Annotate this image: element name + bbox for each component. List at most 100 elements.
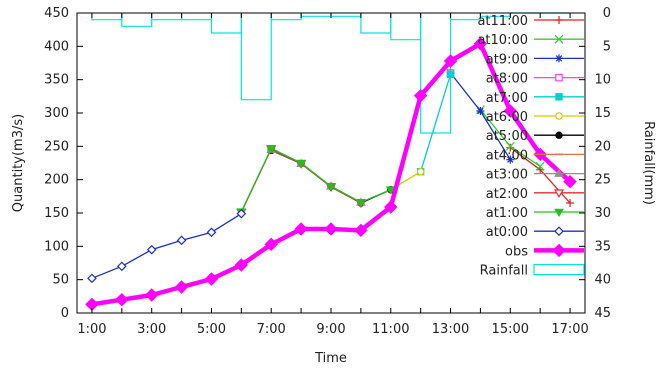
rainfall-bar xyxy=(240,13,272,101)
data-point xyxy=(506,155,515,164)
legend-label: at11:00 xyxy=(477,14,528,29)
y2-tick-label: 5 xyxy=(603,39,611,54)
series-line xyxy=(240,147,392,212)
y-tick-label: 300 xyxy=(44,106,69,121)
data-point xyxy=(554,34,564,44)
y-tick-label: 200 xyxy=(44,173,69,188)
legend-label: obs xyxy=(505,244,528,259)
data-point xyxy=(446,70,455,79)
legend-label: Rainfall xyxy=(480,264,528,279)
data-point xyxy=(174,280,189,294)
data-point xyxy=(555,54,563,63)
data-point xyxy=(146,244,157,255)
y2-tick-label: 10 xyxy=(594,73,611,88)
data-point xyxy=(555,131,563,139)
y2-tick-label: 25 xyxy=(594,173,611,188)
rainfall-bar xyxy=(151,13,183,21)
y-axis-label: Quantity(m3/s) xyxy=(11,114,26,212)
rainfall-bar xyxy=(91,13,123,21)
data-point xyxy=(555,93,563,101)
rainfall-bar xyxy=(420,13,452,134)
data-point xyxy=(476,107,485,115)
rainfall-bar xyxy=(360,13,392,34)
data-point xyxy=(266,145,277,154)
rainfall-bar xyxy=(270,13,302,21)
data-point xyxy=(234,258,249,272)
series-line xyxy=(420,74,452,172)
rainfall-bar xyxy=(449,13,482,21)
data-point xyxy=(503,104,518,118)
legend-label: at6:00 xyxy=(486,110,528,125)
y2-tick-label: 15 xyxy=(594,106,611,121)
data-point xyxy=(385,186,396,195)
y2-tick-label: 30 xyxy=(594,206,611,221)
data-point xyxy=(144,288,159,302)
legend-label: at4:00 xyxy=(486,148,528,163)
series-line xyxy=(91,213,242,279)
data-point xyxy=(555,112,563,120)
data-point xyxy=(535,161,545,171)
x-tick-label: 15:00 xyxy=(492,322,529,337)
legend: at11:00 at10:00 at9:00 at8:00 at7:00 at6:00 at… xyxy=(477,14,585,279)
data-point xyxy=(413,88,428,103)
axes: 0 50 100 150 200 250 300 350 400 450 0 5 10 15 20 25 30 3… xyxy=(44,6,611,337)
data-point xyxy=(296,159,306,168)
x-tick-label: 17:00 xyxy=(551,322,588,337)
legend-swatch xyxy=(533,264,585,276)
data-point xyxy=(554,168,564,177)
data-point xyxy=(115,292,129,307)
y-tick-label: 100 xyxy=(44,239,69,254)
legend-label: at3:00 xyxy=(486,168,528,183)
data-point xyxy=(294,222,308,236)
y2-axis-label: Rainfall(mm) xyxy=(641,121,656,205)
y2-tick-label: 40 xyxy=(594,273,611,288)
data-point xyxy=(416,167,425,176)
data-point xyxy=(505,141,515,151)
x-tick-label: 9:00 xyxy=(316,322,345,337)
data-point xyxy=(443,54,458,68)
data-point xyxy=(356,199,366,208)
legend-label: at2:00 xyxy=(486,187,528,202)
y-tick-label: 400 xyxy=(44,39,69,54)
data-point xyxy=(204,272,219,286)
data-point xyxy=(354,223,368,238)
legend-label: at10:00 xyxy=(477,33,528,48)
x-axis-label: Time xyxy=(314,351,347,366)
x-tick-label: 5:00 xyxy=(197,322,226,337)
data-point xyxy=(554,208,564,217)
rainfall-bar xyxy=(210,13,242,34)
rainfall-bar xyxy=(180,13,213,21)
y2-tick-label: 45 xyxy=(594,306,611,321)
data-point xyxy=(236,208,247,219)
rainfall-bar xyxy=(390,13,422,41)
legend-label: at9:00 xyxy=(486,52,528,67)
data-point xyxy=(563,174,577,189)
y-tick-label: 150 xyxy=(44,206,69,221)
data-point xyxy=(176,235,187,246)
data-point xyxy=(473,36,488,51)
series-at0-00 xyxy=(87,208,247,284)
legend-label: at0:00 xyxy=(486,225,528,240)
data-point xyxy=(326,183,336,192)
data-point xyxy=(206,227,217,238)
series-at2-00 xyxy=(236,145,366,218)
data-point xyxy=(555,73,563,82)
series-at7-00 xyxy=(416,70,455,176)
y-tick-label: 250 xyxy=(44,139,69,154)
data-point xyxy=(552,243,566,258)
series-lines xyxy=(85,36,577,312)
series-obs xyxy=(85,36,577,312)
y2-tick-label: 0 xyxy=(603,6,611,21)
legend-label: at7:00 xyxy=(486,91,528,106)
x-tick-label: 1:00 xyxy=(77,322,106,337)
data-point xyxy=(87,273,97,284)
data-point xyxy=(384,200,398,214)
y2-tick-label: 35 xyxy=(594,239,611,254)
x-tick-label: 11:00 xyxy=(372,322,409,337)
series-at1-00 xyxy=(236,145,396,217)
data-point xyxy=(553,189,565,198)
legend-label: at5:00 xyxy=(486,129,528,144)
y-tick-label: 0 xyxy=(61,306,69,321)
y-tick-label: 350 xyxy=(44,73,69,88)
